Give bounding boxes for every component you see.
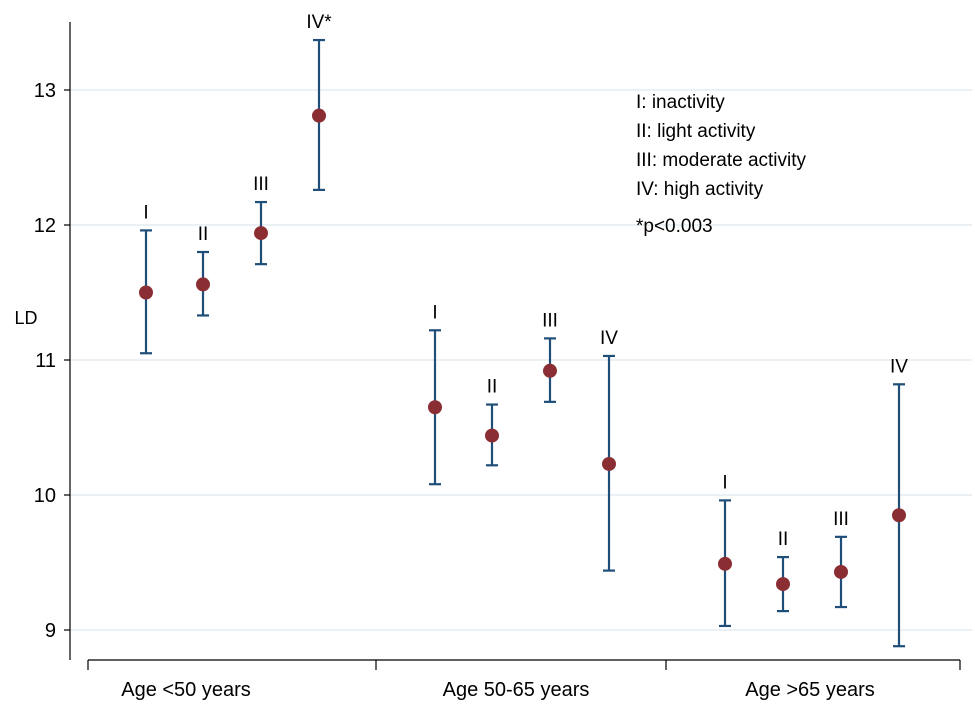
legend: I: inactivity II: light activity III: mode…	[636, 92, 807, 237]
legend-entry: *p<0.003	[636, 216, 713, 237]
mean-marker	[834, 564, 848, 579]
y-tick-label: 11	[35, 350, 56, 372]
mean-marker	[892, 508, 906, 523]
point-label: I	[432, 302, 437, 323]
mean-marker	[718, 556, 732, 571]
legend-entry: III: moderate activity	[636, 150, 807, 171]
y-tick-label: 10	[34, 485, 56, 507]
grid-lines	[70, 89, 972, 631]
point-label: I	[143, 202, 148, 223]
point-label: IV*	[306, 12, 332, 33]
mean-marker	[139, 285, 153, 300]
point-label: I	[722, 472, 727, 493]
point-label: III	[542, 310, 558, 331]
legend-entry: I: inactivity	[636, 92, 725, 113]
y-tick-label: 12	[34, 215, 56, 237]
y-tick-label: 9	[45, 620, 56, 642]
point-label: II	[487, 377, 498, 398]
mean-marker	[254, 226, 268, 241]
point-label: IV	[890, 356, 908, 377]
point-label: III	[253, 174, 269, 195]
y-axis-title: LD	[14, 308, 37, 328]
legend-entry: IV: high activity	[636, 179, 764, 200]
axes	[69, 22, 960, 661]
mean-marker	[312, 108, 326, 123]
mean-marker	[196, 277, 210, 292]
legend-entry: II: light activity	[636, 121, 756, 142]
point-label: II	[198, 224, 209, 245]
point-label: II	[778, 529, 789, 550]
mean-marker	[602, 456, 616, 471]
y-tick-label: 13	[34, 80, 56, 102]
mean-marker	[543, 363, 557, 378]
mean-marker	[776, 577, 790, 592]
x-group-label: Age <50 years	[121, 679, 251, 701]
point-label: III	[833, 509, 849, 530]
mean-marker	[428, 400, 442, 415]
point-label: IV	[600, 328, 618, 349]
x-group-label: Age 50-65 years	[443, 679, 590, 701]
y-ticks: 9 10 11 12 13	[34, 80, 70, 642]
x-ticks: Age <50 years Age 50-65 years Age >65 year…	[87, 660, 961, 701]
mean-marker	[485, 428, 499, 443]
x-group-label: Age >65 years	[745, 679, 875, 701]
